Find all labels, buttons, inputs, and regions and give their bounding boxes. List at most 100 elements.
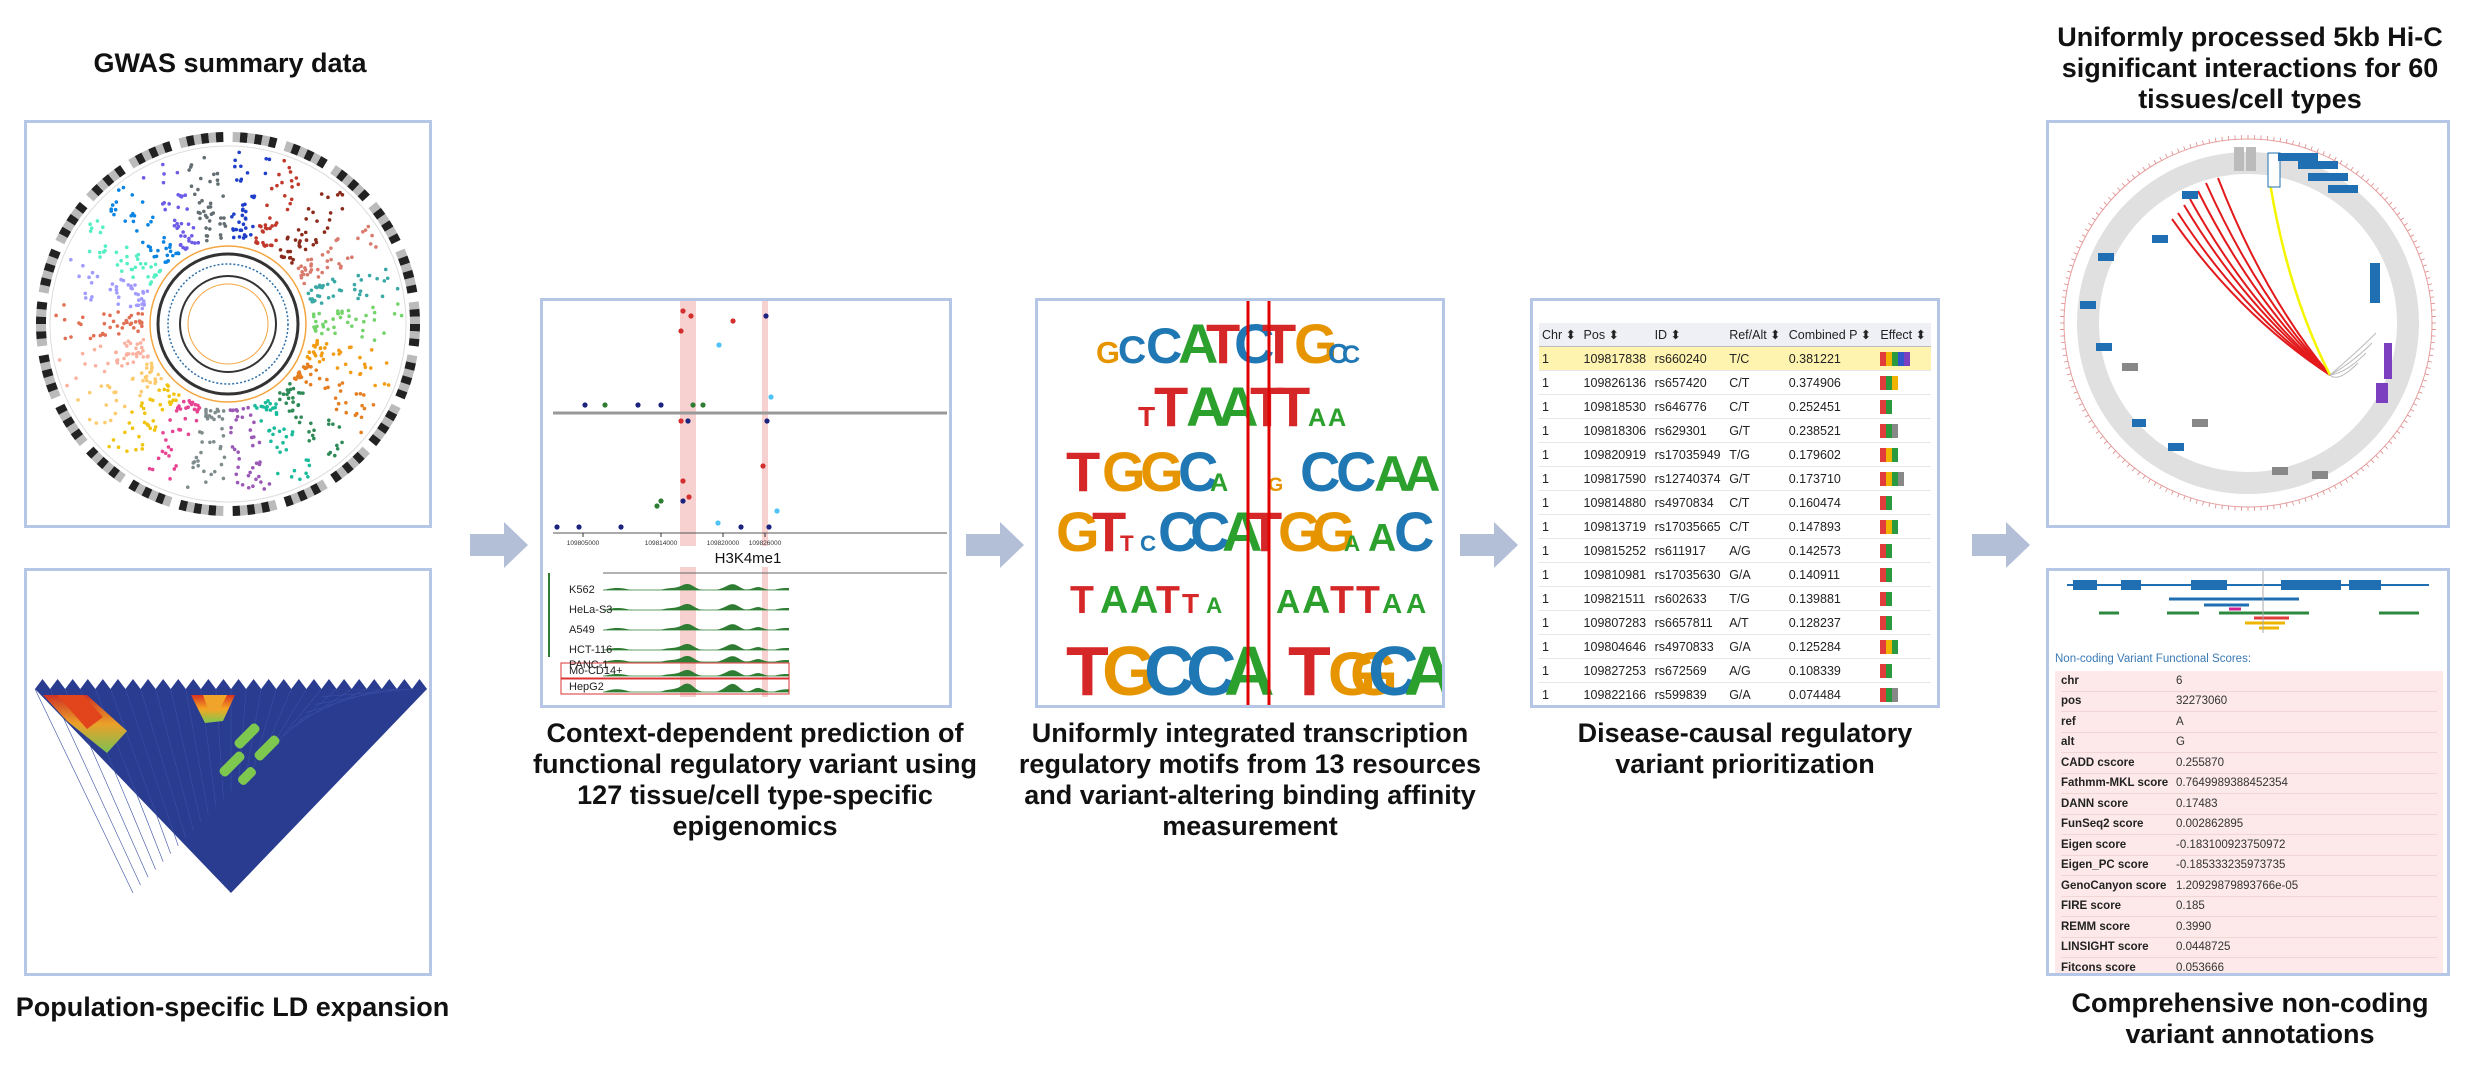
ld-sawtooth <box>170 679 186 689</box>
gwas-point <box>116 188 121 192</box>
effect-cell <box>1877 418 1931 443</box>
hic-block <box>2278 153 2318 161</box>
gwas-point <box>240 208 245 213</box>
column-header[interactable]: Pos ⬍ <box>1580 323 1652 347</box>
epigenomics-point <box>602 402 608 408</box>
chromosome-band <box>58 226 72 238</box>
gwas-point <box>358 391 363 396</box>
gwas-point <box>139 297 144 301</box>
column-header[interactable]: Chr ⬍ <box>1539 323 1581 347</box>
gwas-point <box>171 253 175 258</box>
hic-tick <box>2078 403 2083 406</box>
table-row[interactable]: 1 109810981 rs17035630 G/A 0.140911 <box>1539 562 1931 587</box>
gwas-point <box>153 425 158 429</box>
hic-tick <box>2322 151 2325 156</box>
gwas-point <box>183 193 188 197</box>
ld-sawtooth <box>246 679 262 689</box>
hic-arc <box>2177 212 2331 376</box>
signal-track <box>603 583 789 590</box>
chromosome-band <box>253 133 263 146</box>
gwas-point <box>176 224 181 229</box>
gwas-point <box>251 224 255 229</box>
table-cell: A/T <box>1726 610 1786 635</box>
chromosome-band <box>377 422 390 435</box>
gwas-point <box>289 475 294 479</box>
gwas-point <box>297 420 302 425</box>
motif-letter: C <box>1190 500 1230 563</box>
gwas-point <box>202 155 207 160</box>
axis-tick-label: 109820000 <box>707 540 740 547</box>
gwas-point <box>261 240 265 245</box>
gwas-point <box>119 269 124 273</box>
table-row[interactable]: 1 109826136 rs657420 C/T 0.374906 <box>1539 370 1931 395</box>
chromosome-band <box>41 269 54 280</box>
chromosome-band <box>162 494 173 507</box>
gwas-point <box>186 222 191 226</box>
column-header[interactable]: Ref/Alt ⬍ <box>1726 323 1786 347</box>
table-row[interactable]: 1 109804646 rs4970833 G/A 0.125284 <box>1539 634 1931 659</box>
ld-sawtooth <box>351 679 367 689</box>
column-header[interactable]: ID ⬍ <box>1651 323 1727 347</box>
table-cell: G/T <box>1726 418 1786 443</box>
table-row[interactable]: 1 109817838 rs660240 T/C 0.381221 <box>1539 346 1931 371</box>
gwas-point <box>189 402 194 407</box>
ld-sawtooth <box>215 679 231 689</box>
gwas-point <box>319 192 324 196</box>
table-row[interactable]: 1 109817590 rs12740374 G/T 0.173710 <box>1539 466 1931 491</box>
gwas-point <box>166 384 171 388</box>
hic-arc <box>2329 342 2373 376</box>
gwas-point <box>254 461 259 465</box>
effect-cell <box>1877 442 1931 467</box>
gwas-point <box>358 289 363 293</box>
hic-tick <box>2298 499 2301 504</box>
hic-block <box>2192 419 2208 427</box>
chromosome-band <box>388 403 401 415</box>
hic-block <box>2234 147 2244 171</box>
table-row[interactable]: 1 109821511 rs602633 T/G 0.139881 <box>1539 586 1931 611</box>
hic-tick <box>2413 403 2418 406</box>
gwas-point <box>306 474 310 479</box>
table-row[interactable]: 1 109813719 rs17035665 C/T 0.147893 <box>1539 514 1931 539</box>
table-row[interactable]: 1 109822166 rs599839 G/A 0.074484 <box>1539 682 1931 705</box>
gwas-point <box>205 215 209 220</box>
hic-tick <box>2304 497 2307 502</box>
table-row[interactable]: 1 109820919 rs17035949 T/G 0.179602 <box>1539 442 1931 467</box>
chromosome-band <box>48 388 61 400</box>
effect-bar <box>1892 519 1899 534</box>
gwas-point <box>106 361 110 366</box>
chromosome-band <box>260 501 271 513</box>
gwas-point <box>257 474 261 479</box>
gwas-point <box>231 408 236 412</box>
gwas-point <box>232 447 237 452</box>
table-cell: rs629301 <box>1651 418 1727 443</box>
gwas-point <box>178 407 183 411</box>
hic-tick <box>2334 156 2337 161</box>
hic-circos-plot <box>2060 135 2436 511</box>
table-row[interactable]: 1 109807283 rs6657811 A/T 0.128237 <box>1539 610 1931 635</box>
gwas-point <box>146 423 151 428</box>
table-cell: T/G <box>1726 442 1786 467</box>
column-header[interactable]: Combined P ⬍ <box>1785 323 1878 347</box>
hic-arc <box>2217 177 2331 376</box>
table-row[interactable]: 1 109818530 rs646776 C/T 0.252451 <box>1539 394 1931 419</box>
chromosome-band <box>283 141 294 154</box>
gwas-point <box>314 238 318 242</box>
annotation-key: Fitcons score <box>2061 961 2136 974</box>
arrow-right-icon <box>966 522 1024 568</box>
chromosome-band <box>398 382 410 393</box>
chromosome-band <box>114 470 126 483</box>
column-header[interactable]: Effect ⬍ <box>1877 323 1931 347</box>
table-row[interactable]: 1 109818306 rs629301 G/T 0.238521 <box>1539 418 1931 443</box>
hic-tick <box>2073 391 2078 394</box>
gwas-point <box>141 299 146 303</box>
gwas-point <box>248 470 252 475</box>
annotation-row: DANN score 0.17483 <box>2061 794 2437 815</box>
cell-line-label: HeLa-S3 <box>569 604 613 616</box>
table-row[interactable]: 1 109815252 rs611917 A/G 0.142573 <box>1539 538 1931 563</box>
gwas-circos-panel <box>24 120 432 528</box>
gwas-point <box>221 194 225 198</box>
table-row[interactable]: 1 109827253 rs672569 A/G 0.108339 <box>1539 658 1931 683</box>
table-row[interactable]: 1 109814880 rs4970834 C/T 0.160474 <box>1539 490 1931 515</box>
ld-grid-line <box>291 688 352 729</box>
chromosome-band <box>185 501 196 513</box>
